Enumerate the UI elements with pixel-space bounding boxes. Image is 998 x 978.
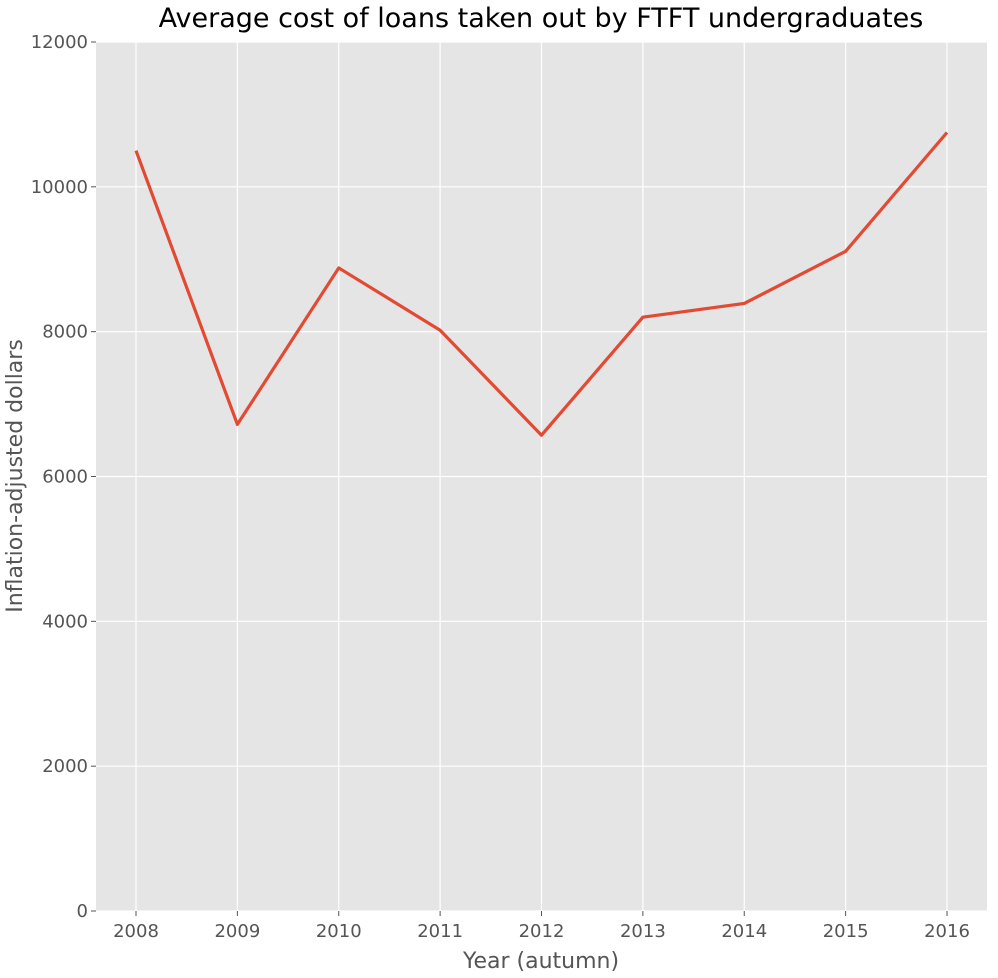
y-tick-label: 0 bbox=[77, 901, 88, 922]
x-tick-label: 2012 bbox=[519, 921, 565, 942]
x-tick-label: 2008 bbox=[113, 921, 159, 942]
y-tick-label: 6000 bbox=[42, 467, 88, 488]
x-axis-label: Year (autumn) bbox=[462, 949, 619, 974]
y-tick-label: 4000 bbox=[42, 611, 88, 632]
y-axis-label: Inflation-adjusted dollars bbox=[3, 339, 28, 613]
y-tick-label: 12000 bbox=[31, 32, 88, 53]
y-tick-label: 10000 bbox=[31, 177, 88, 198]
x-tick-label: 2009 bbox=[214, 921, 260, 942]
series-layer bbox=[134, 131, 949, 437]
y-tick-label: 8000 bbox=[42, 322, 88, 343]
x-tick-label: 2010 bbox=[316, 921, 362, 942]
axis-ticks: 0 2000 4000 6000 8000 10000 12000 2008 2009 2010 2… bbox=[31, 32, 970, 942]
x-tick-label: 2015 bbox=[823, 921, 869, 942]
chart-title: Average cost of loans taken out by FTFT … bbox=[159, 3, 924, 34]
x-tick-label: 2014 bbox=[721, 921, 767, 942]
y-tick-label: 2000 bbox=[42, 756, 88, 777]
x-tick-label: 2016 bbox=[924, 921, 970, 942]
x-tick-label: 2013 bbox=[620, 921, 666, 942]
x-tick-label: 2011 bbox=[417, 921, 463, 942]
series-line-0 bbox=[134, 131, 949, 437]
grid-lines bbox=[96, 41, 987, 912]
